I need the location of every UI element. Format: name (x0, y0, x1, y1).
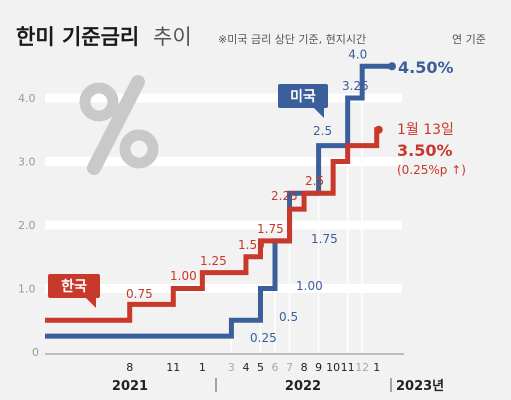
chart-subtitle: 추이 (153, 25, 192, 49)
y-tick-label: 1.0 (18, 283, 36, 296)
data-label-us: 0.25 (250, 331, 277, 345)
x-tick-label: 6 (272, 361, 279, 374)
x-tick-label: 4 (242, 361, 249, 374)
y-tick-label: 2.0 (18, 219, 36, 232)
legend-tag-kr-label: 한국 (61, 279, 87, 295)
data-label-kr: 1.75 (257, 222, 284, 236)
year-label: 2023년 (396, 379, 444, 394)
x-tick-label: 12 (355, 361, 369, 374)
y-tick-label: 0 (32, 346, 39, 359)
x-tick-label: 10 (326, 361, 340, 374)
legend-tag-kr: 한국 (48, 274, 100, 308)
data-label-kr: 1.00 (170, 269, 197, 283)
x-tick-label: 5 (257, 361, 264, 374)
data-label-kr: 2.25 (271, 189, 298, 203)
x-tick-label: 9 (315, 361, 322, 374)
end-change-kr: (0.25%p ↑) (397, 163, 466, 177)
data-label-us: 2.5 (313, 124, 332, 138)
year-label: 2021 (112, 379, 148, 394)
data-label-kr: 0.75 (126, 287, 153, 301)
y-tick-label: 4.0 (18, 92, 36, 105)
data-label-us: 1.00 (296, 279, 323, 293)
year-label: 2022 (285, 379, 321, 394)
chart-title: 한미 기준금리 (16, 25, 139, 49)
end-label-kr: 3.50% (397, 141, 453, 160)
end-label-us: 4.50% (398, 58, 454, 77)
x-tick-label: 8 (126, 361, 133, 374)
x-tick-label: 7 (286, 361, 293, 374)
data-label-us: 0.5 (279, 310, 298, 324)
point-kr-end (374, 125, 383, 134)
series-line-kr (45, 127, 380, 323)
x-tick-label: 8 (301, 361, 308, 374)
percent-icon (79, 75, 159, 175)
end-date-kr: 1월 13일 (397, 122, 454, 138)
data-label-kr: 1.25 (200, 254, 227, 268)
legend-tag-us-label: 미국 (290, 89, 316, 105)
x-tick-label: 11 (166, 361, 180, 374)
data-label-us: 1.75 (311, 232, 338, 246)
point-us-end (388, 62, 396, 71)
data-label-kr: 2.5 (305, 174, 324, 188)
x-tick-label: 1 (199, 361, 206, 374)
chart-note: ※미국 금리 상단 기준, 현지시간 (218, 33, 366, 46)
data-label-kr: 1.50 (238, 238, 265, 252)
x-tick-label: 3 (228, 361, 235, 374)
data-label-us: 3.25 (342, 79, 369, 93)
y-tick-label: 3.0 (18, 156, 36, 169)
unit-label: 연 기준 (452, 33, 486, 46)
data-label-us: 4.0 (348, 47, 367, 61)
x-tick-label: 11 (341, 361, 355, 374)
legend-tag-us: 미국 (278, 84, 328, 118)
x-tick-label: 1 (373, 361, 380, 374)
